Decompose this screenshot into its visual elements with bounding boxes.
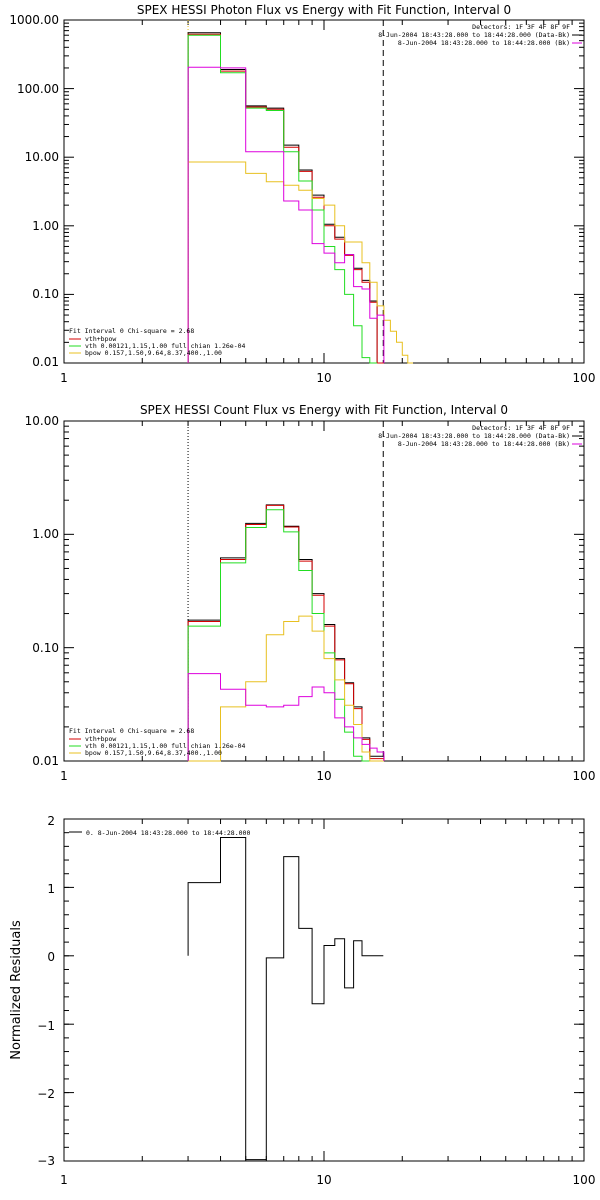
series-total-line [187,32,384,364]
y-tick-label: 2 [47,814,55,828]
plot-area [64,420,584,762]
y-tick-label: 0.01 [32,355,59,369]
x-tick-label: 1 [60,1173,68,1187]
legend-entry: vth+bpow [85,335,116,343]
series-total-line [187,837,384,1161]
y-tick-label: 1.00 [32,219,59,233]
y-tick-labels: 2 1 0 −1 −2 −3 [37,814,55,1168]
legend-entry: vth 0.00121,1.15,1.00 full chian 1.26e-0… [85,742,246,750]
plot-frame [63,420,585,762]
residuals-panel: Normalized Residuals 2 1 0 −1 −2 −3 1 10… [9,814,595,1187]
x-tick-labels: 1 10 100 [60,371,595,385]
y-tick-label: 0.10 [32,641,59,655]
y-tick-label: 10.00 [25,150,59,164]
plot-area [64,19,584,364]
y-tick-label: 100.00 [17,82,59,96]
y-tick-label: 1000.00 [9,13,59,27]
y-tick-label: 1.00 [32,527,59,541]
legend-fit-info: Fit Interval 0 Chi-square = 2.68 [69,727,194,735]
x-tick-label: 1 [60,769,68,783]
y-tick-label: −3 [37,1154,55,1168]
x-tick-label: 10 [316,769,331,783]
y-tick-labels: 10.00 1.00 0.10 0.01 [25,414,59,768]
x-tick-label: 100 [573,1173,596,1187]
legend-right: Detectors: 1F 3F 4F 8F 9F 8-Jun-2004 18:… [378,424,582,448]
chart-title: SPEX HESSI Photon Flux vs Energy with Fi… [137,3,511,17]
series-bk-line [187,66,385,363]
y-tick-label: 0.01 [32,754,59,768]
legend-detectors: Detectors: 1F 3F 4F 8F 9F [472,23,570,31]
legend-entry: bpow 0.157,1.50,9.64,8.37,400.,1.00 [85,349,222,357]
series-vth-line [187,509,384,762]
y-tick-label: 1 [47,882,55,896]
x-tick-labels: 1 10 100 [60,1173,595,1187]
axis-ticks [64,420,584,762]
series-vth-line [187,34,378,364]
x-tick-label: 10 [316,371,331,385]
legend-entry: 8-Jun-2004 18:43:28.000 to 18:44:28.000 … [378,432,570,440]
axis-ticks [64,19,584,364]
y-tick-label: 0.10 [32,287,59,301]
x-tick-labels: 1 10 100 [60,769,595,783]
photon-flux-panel: SPEX HESSI Photon Flux vs Energy with Fi… [9,3,595,385]
legend-entry: 8-Jun-2004 18:43:28.000 to 18:44:28.000 … [378,31,570,39]
legend-entry: vth 0.00121,1.15,1.00 full chian 1.26e-0… [85,342,246,350]
y-tick-label: −2 [37,1087,55,1101]
legend-entry: 8-Jun-2004 18:43:28.000 to 18:44:28.000 … [398,440,570,448]
plot-area [64,818,584,1162]
x-tick-label: 10 [316,1173,331,1187]
legend-left: 0. 8-Jun-2004 18:43:28.000 to 18:44:28.0… [69,829,250,837]
series-bk-line [187,673,385,761]
chart-title: SPEX HESSI Count Flux vs Energy with Fit… [140,403,508,417]
y-tick-label: 0 [47,950,55,964]
series-bpow-line [187,161,413,364]
legend-right: Detectors: 1F 3F 4F 8F 9F 8-Jun-2004 18:… [378,23,582,47]
plot-frame [63,19,585,364]
legend-fit-info: Fit Interval 0 Chi-square = 2.68 [69,327,194,335]
legend-entry: 0. 8-Jun-2004 18:43:28.000 to 18:44:28.0… [86,829,250,837]
y-tick-labels: 1000.00 100.00 10.00 1.00 0.10 0.01 [9,13,59,369]
legend-detectors: Detectors: 1F 3F 4F 8F 9F [472,424,570,432]
legend-left: Fit Interval 0 Chi-square = 2.68 vth+bpo… [69,727,246,757]
series-sum-line [187,504,385,761]
legend-entry: bpow 0.157,1.50,9.64,8.37,400.,1.00 [85,749,222,757]
series-total-line [187,504,385,761]
count-flux-panel: SPEX HESSI Count Flux vs Energy with Fit… [25,403,596,783]
y-axis-label: Normalized Residuals [9,920,24,1060]
series-sum-line [187,33,384,364]
x-tick-label: 1 [60,371,68,385]
series-bpow-line [188,615,384,762]
legend-left: Fit Interval 0 Chi-square = 2.68 vth+bpo… [69,327,246,357]
y-tick-label: 10.00 [25,414,59,428]
x-tick-label: 100 [573,371,596,385]
legend-entry: 8-Jun-2004 18:43:28.000 to 18:44:28.000 … [398,39,570,47]
x-tick-label: 100 [573,769,596,783]
y-tick-label: −1 [37,1019,55,1033]
legend-entry: vth+bpow [85,735,116,743]
axis-ticks [64,818,584,1162]
